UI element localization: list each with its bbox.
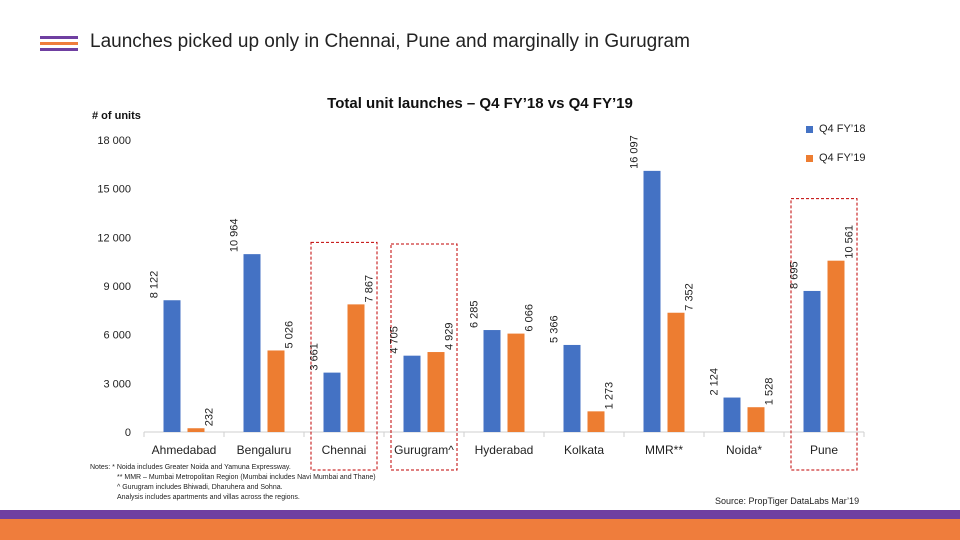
x-tick-label: Pune [810, 443, 838, 457]
y-tick-label: 3 000 [103, 378, 131, 390]
data-label: 16 097 [629, 135, 641, 169]
bar-q4fy19 [507, 333, 525, 432]
note-line: Notes: * Noida includes Greater Noida an… [90, 464, 291, 471]
bar-q4fy18 [403, 355, 421, 432]
bar-q4fy19 [587, 411, 605, 432]
bar-q4fy18 [323, 372, 341, 432]
y-axis-label: # of units [92, 110, 141, 122]
data-label: 7 352 [684, 283, 696, 311]
data-label: 10 964 [229, 218, 241, 252]
data-label: 10 561 [844, 225, 856, 259]
title-bar-2 [40, 42, 78, 45]
bar-q4fy19 [667, 312, 685, 432]
bar-q4fy18 [803, 290, 821, 432]
data-label: 232 [204, 408, 216, 426]
x-tick-label: Noida* [726, 443, 762, 457]
note-line: ^ Gurugram includes Bhiwadi, Dharuhera a… [117, 484, 283, 491]
highlight-box [310, 241, 378, 471]
legend-swatch-q4fy18 [806, 125, 813, 133]
data-label: 6 285 [469, 301, 481, 329]
bar-q4fy18 [563, 344, 581, 432]
data-label: 7 867 [364, 275, 376, 303]
highlight-box [390, 243, 458, 471]
data-label: 8 122 [149, 271, 161, 299]
data-label: 3 661 [309, 343, 321, 371]
data-label: 5 366 [549, 315, 561, 343]
data-label: 5 026 [284, 321, 296, 349]
bar-q4fy18 [723, 397, 741, 432]
bar-q4fy19 [827, 260, 845, 432]
data-label: 4 929 [444, 323, 456, 351]
y-tick-label: 15 000 [97, 184, 131, 196]
bar-q4fy19 [267, 350, 285, 432]
y-tick-label: 12 000 [97, 232, 131, 244]
y-tick-label: 0 [125, 427, 131, 439]
legend-label-q4fy19: Q4 FY’19 [819, 152, 866, 164]
x-tick-label: Bengaluru [237, 443, 292, 457]
x-tick-label: Ahmedabad [152, 443, 217, 457]
footer-band-orange [0, 519, 960, 540]
footer-band-purple [0, 510, 960, 519]
data-label: 1 528 [764, 378, 776, 406]
bar-q4fy18 [243, 254, 261, 432]
legend-item-q4fy19: Q4 FY’19 [806, 151, 865, 165]
chart-legend: Q4 FY’18 Q4 FY’19 [806, 122, 865, 180]
bar-q4fy18 [163, 300, 181, 432]
data-label: 6 066 [524, 304, 536, 332]
source-credit: Source: PropTiger DataLabs Mar’19 [715, 496, 860, 506]
title-bar-1 [40, 36, 78, 39]
highlight-box [790, 198, 858, 471]
legend-swatch-q4fy19 [806, 154, 813, 162]
x-tick-label: Hyderabad [475, 443, 534, 457]
y-tick-label: 18 000 [97, 135, 131, 147]
x-tick-label: MMR** [645, 443, 683, 457]
slide-title: Launches picked up only in Chennai, Pune… [90, 31, 690, 52]
bar-q4fy19 [347, 304, 365, 432]
bar-q4fy18 [643, 170, 661, 432]
data-label: 1 273 [604, 382, 616, 410]
x-tick-label: Gurugram^ [394, 443, 454, 457]
bar-q4fy18 [483, 330, 501, 432]
data-label: 8 695 [789, 261, 801, 289]
data-label: 4 705 [389, 326, 401, 354]
legend-label-q4fy18: Q4 FY’18 [819, 123, 866, 135]
note-line: ** MMR – Mumbai Metropolitan Region (Mum… [117, 474, 376, 481]
title-bar-3 [40, 48, 78, 51]
x-tick-label: Kolkata [564, 443, 604, 457]
data-label: 2 124 [709, 368, 721, 396]
title-decoration-icon [40, 36, 78, 54]
x-tick-label: Chennai [322, 443, 367, 457]
legend-item-q4fy18: Q4 FY’18 [806, 122, 865, 136]
note-line: Analysis includes apartments and villas … [117, 494, 300, 501]
chart-notes: Notes: * Noida includes Greater Noida an… [90, 463, 376, 503]
chart-title: Total unit launches – Q4 FY’18 vs Q4 FY’… [327, 95, 633, 112]
bar-q4fy19 [747, 407, 765, 432]
bar-q4fy19 [427, 352, 445, 432]
y-tick-label: 9 000 [103, 281, 131, 293]
y-tick-label: 6 000 [103, 330, 131, 342]
bar-q4fy19 [187, 428, 205, 432]
